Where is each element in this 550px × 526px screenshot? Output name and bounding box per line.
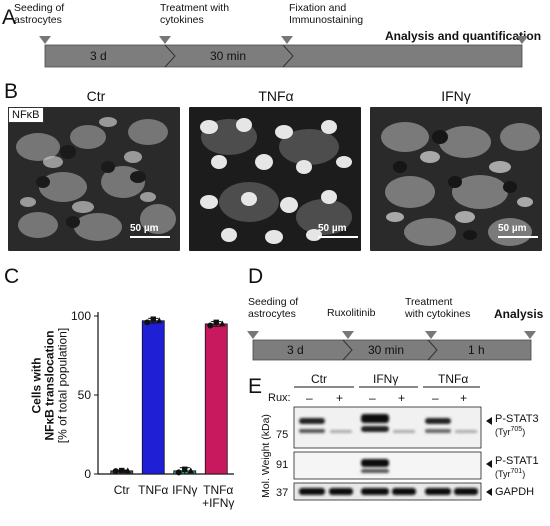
- rux-tnfa-plus: +: [460, 391, 468, 405]
- data-point: [219, 320, 226, 327]
- rux-ctr-minus: –: [306, 391, 313, 405]
- mw-91: 91: [276, 459, 289, 471]
- analysis-marker-icon: [516, 36, 528, 44]
- panel-e-letter: E: [248, 375, 263, 398]
- panel-d-analysis-label: Analysis: [494, 307, 544, 321]
- data-point: [207, 322, 214, 329]
- x-tick-label: Ctr: [114, 483, 130, 497]
- panel-d-seg3: 1 h: [468, 343, 485, 357]
- panel-a-analysis-label: Analysis and quantification: [385, 29, 542, 43]
- rux-tnfa-minus: –: [432, 391, 439, 405]
- panel-a-seg1: 3 d: [90, 49, 107, 63]
- panel-b-letter: B: [4, 80, 19, 103]
- data-point: [124, 467, 131, 474]
- mw-75: 75: [276, 429, 289, 441]
- scale-bar-tnfa: [318, 236, 358, 238]
- gapdh-arrow-icon: [486, 488, 492, 496]
- panel-d-seg2: 30 min: [368, 343, 405, 357]
- rux-ifng-minus: –: [369, 391, 376, 405]
- step2-marker-icon: [159, 36, 171, 44]
- scale-bar-ifng: [498, 236, 538, 238]
- nfkb-label: NFκB: [8, 107, 44, 123]
- panel-a-letter: A: [2, 6, 17, 29]
- d-step1-marker-icon: [247, 331, 259, 339]
- scale-label-ifng: 50 µm: [498, 223, 527, 234]
- step1-marker-icon: [39, 36, 51, 44]
- data-point: [175, 469, 182, 476]
- data-point: [156, 317, 163, 324]
- pstat1-arrow-icon: [486, 460, 492, 468]
- blot-group-tnfa: TNFα: [438, 372, 469, 386]
- micrograph-ctr: [8, 107, 180, 251]
- blot-group-ifng: IFNγ: [373, 372, 399, 386]
- scale-bar-ctr: [130, 236, 170, 238]
- data-point: [144, 319, 151, 326]
- micrograph-ifng: [370, 107, 542, 251]
- d-step3-marker-icon: [425, 331, 437, 339]
- band-pstat1: P-STAT1 (Tyr701): [495, 455, 539, 479]
- panel-d-seg1: 3 d: [287, 343, 304, 357]
- data-point: [119, 467, 125, 474]
- y-tick-label: 100: [71, 309, 91, 323]
- x-tick-label: TNFα: [203, 483, 233, 497]
- band-pstat3: P-STAT3 (Tyr705): [495, 413, 539, 437]
- panel-d-step3-label: Treatment with cytokines: [405, 296, 471, 320]
- scale-label-tnfa: 50 µm: [318, 223, 347, 234]
- rux-ifng-plus: +: [398, 391, 406, 405]
- y-tick-label: 50: [78, 388, 92, 402]
- data-point: [112, 468, 119, 475]
- blot-group-ctr: Ctr: [311, 372, 327, 386]
- data-point: [213, 319, 219, 326]
- x-tick-label: TNFα: [138, 483, 168, 497]
- panel-a-step2-label: Treatment with cytokines: [160, 2, 230, 26]
- step3-marker-icon: [281, 36, 293, 44]
- panel-c-letter: C: [4, 265, 20, 288]
- panel-a-timeline: [39, 36, 528, 68]
- data-point: [150, 316, 156, 322]
- panel-d-letter: D: [248, 265, 264, 288]
- data-point: [182, 466, 188, 472]
- image-title-ifng: IFNγ: [441, 88, 471, 104]
- panel-d-step2-label: Ruxolitinib: [327, 307, 376, 319]
- x-tick-label: IFNγ: [172, 483, 197, 497]
- panel-a-seg2: 30 min: [210, 49, 247, 63]
- rux-label: Rux:: [268, 392, 291, 404]
- scale-label-ctr: 50 µm: [130, 223, 159, 234]
- pstat3-arrow-icon: [486, 417, 492, 425]
- band-gapdh: GAPDH: [495, 486, 535, 498]
- image-title-tnfa: TNFα: [258, 88, 294, 104]
- panel-a-step1-label: Seeding of astrocytes: [14, 2, 65, 26]
- x-tick-label: +IFNγ: [202, 496, 234, 510]
- micrograph-tnfa: [189, 107, 361, 251]
- d-analysis-marker-icon: [524, 331, 536, 339]
- mw-37: 37: [276, 487, 289, 499]
- rux-ctr-plus: +: [336, 391, 344, 405]
- y-tick-label: 0: [84, 467, 91, 481]
- panel-a-step3-label: Fixation and Immunostaining: [289, 2, 364, 26]
- image-title-ctr: Ctr: [86, 88, 106, 104]
- panel-d-step1-label: Seeding of astrocytes: [248, 296, 299, 320]
- d-step2-marker-icon: [342, 331, 354, 339]
- data-point: [187, 467, 194, 474]
